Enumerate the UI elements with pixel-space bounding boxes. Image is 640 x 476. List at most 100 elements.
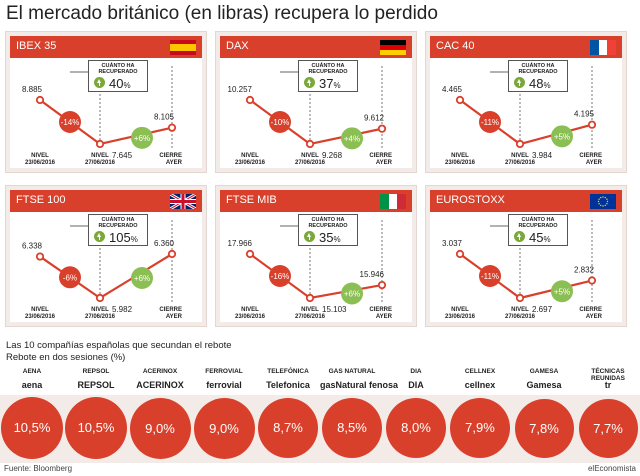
- recovered-label: CUÁNTO HA RECUPERADO: [308, 217, 348, 229]
- drop-label: -11%: [481, 272, 499, 281]
- index-panel: CAC 40 4.465 3.984 4.195 -11% +5% NIVEL 23/06/2…: [426, 32, 626, 172]
- companies-title: Las 10 compañías españolas que secundan …: [6, 340, 232, 351]
- up-arrow-icon: [94, 231, 105, 242]
- company-logo: ACERINOX: [136, 380, 184, 390]
- rise-bubble: [341, 127, 363, 150]
- panel-header: CAC 40: [430, 36, 622, 58]
- percent-sign: %: [543, 235, 551, 244]
- axis-label: CIERRE: [159, 153, 182, 159]
- rise-label: +6%: [134, 134, 150, 143]
- italy-flag-icon: [380, 194, 406, 209]
- recovered-box: CUÁNTO HA RECUPERADO 45%: [508, 214, 568, 246]
- recovered-box: CUÁNTO HA RECUPERADO 40%: [88, 60, 148, 92]
- company-logo: cellnex: [464, 380, 496, 390]
- recovered-box: CUÁNTO HA RECUPERADO 37%: [298, 60, 358, 92]
- value-label: 9.612: [364, 114, 385, 123]
- recovered-label: CUÁNTO HA RECUPERADO: [518, 217, 558, 229]
- data-point: [305, 139, 315, 149]
- rise-label: +6%: [344, 290, 360, 299]
- drop-bubble: [59, 111, 81, 133]
- recovered-value: 105%: [109, 230, 138, 245]
- data-point: [167, 123, 177, 132]
- drop-bubble: [269, 111, 291, 133]
- recovered-number: 105: [109, 230, 131, 245]
- percent-sign: %: [543, 81, 551, 90]
- drop-label: -10%: [271, 118, 290, 127]
- axis-label: NIVEL: [301, 153, 319, 159]
- axis-label: NIVEL: [91, 153, 109, 159]
- rise-bubble: [341, 282, 363, 305]
- index-panel: IBEX 35 8.885 7.645 8.105 -14% +6% NIVEL 23/06/…: [6, 32, 206, 172]
- rise-bubble: [551, 280, 573, 303]
- recovered-label: CUÁNTO HA RECUPERADO: [308, 63, 348, 75]
- value-label: 6.360: [154, 239, 175, 248]
- axis-label: 27/06/2016: [295, 160, 326, 166]
- axis-label: 23/06/2016: [25, 314, 56, 320]
- company-logo: gasNatural fenosa: [320, 380, 399, 390]
- value-label: 2.697: [532, 305, 553, 314]
- page-title: El mercado británico (en libras) recuper…: [6, 3, 438, 24]
- source: Fuente: Bloomberg: [4, 464, 73, 473]
- axis-label: AYER: [376, 160, 393, 166]
- company-name: ACERINOX: [142, 368, 178, 375]
- rebound-bubble: 8,7%: [258, 398, 318, 458]
- axis-label: CIERRE: [369, 153, 392, 159]
- data-point: [245, 95, 255, 105]
- index-name: CAC 40: [436, 40, 475, 52]
- rebound-bubble: 10,5%: [1, 397, 63, 459]
- value-label: 5.982: [112, 305, 133, 314]
- axis-label: NIVEL: [91, 307, 109, 313]
- index-name: FTSE MIB: [226, 194, 277, 206]
- recovered-value: 40%: [109, 76, 131, 91]
- index-panel: FTSE MIB 17.966 15.103 15.946 -16% +6% NIVEL 23…: [216, 186, 416, 326]
- panel-content: CAC 40 4.465 3.984 4.195 -11% +5% NIVEL 23/06/2…: [430, 36, 622, 168]
- index-line-chart: 4.4653.9844.195-11%+5%NIVEL23/06/2016NIV…: [442, 66, 603, 166]
- drop-label: -14%: [61, 118, 80, 127]
- rise-label: +5%: [554, 287, 570, 296]
- up-arrow-icon: [304, 231, 315, 242]
- recovered-number: 35: [319, 230, 334, 245]
- recovered-value: 48%: [529, 76, 551, 91]
- company-name: AENA: [22, 368, 42, 375]
- rise-bubble: [551, 125, 573, 148]
- recovered-box: CUÁNTO HA RECUPERADO 48%: [508, 60, 568, 92]
- rebound-bubble: 10,5%: [65, 397, 127, 459]
- drop-label: -11%: [481, 118, 499, 127]
- recovered-value: 45%: [529, 230, 551, 245]
- axis-label: CIERRE: [369, 307, 392, 313]
- company-logo: DIA: [408, 380, 424, 390]
- axis-label: NIVEL: [511, 307, 529, 313]
- uk-flag-icon: [169, 192, 197, 211]
- germany-flag-icon: [380, 40, 406, 55]
- panel-header: EUROSTOXX: [430, 190, 622, 212]
- value-label: 8.885: [22, 85, 43, 94]
- recovered-value: 35%: [319, 230, 341, 245]
- data-point: [515, 139, 525, 149]
- panel-content: DAX 10.257 9.268 9.612 -10% +4% NIVEL 23/06/201…: [220, 36, 412, 168]
- data-point: [95, 293, 105, 303]
- rebound-bubble: 8,5%: [322, 398, 382, 458]
- data-point: [455, 249, 465, 259]
- value-label: 4.195: [574, 110, 595, 119]
- index-panel: FTSE 100 6.338 5.982 6.360 -6% +6% NIVEL 23/06/…: [6, 186, 206, 326]
- company-name: GAS NATURAL: [328, 368, 376, 375]
- france-flag-icon: [590, 40, 616, 55]
- data-point: [377, 280, 387, 290]
- recovered-label: CUÁNTO HA RECUPERADO: [98, 63, 138, 75]
- panel-header: FTSE MIB: [220, 190, 412, 212]
- up-arrow-icon: [304, 77, 315, 88]
- data-point: [455, 95, 465, 105]
- up-arrow-icon: [514, 77, 525, 88]
- company-name: CELLNEX: [464, 368, 496, 375]
- rebound-bubble: 7,9%: [450, 398, 510, 458]
- percent-sign: %: [123, 81, 131, 90]
- recovered-label: CUÁNTO HA RECUPERADO: [98, 217, 138, 229]
- axis-label: NIVEL: [31, 307, 49, 313]
- drop-bubble: [479, 111, 501, 133]
- value-label: 8.105: [154, 113, 175, 122]
- value-label: 17.966: [228, 239, 253, 248]
- axis-label: 27/06/2016: [295, 314, 326, 320]
- value-label: 6.338: [22, 242, 43, 251]
- axis-label: 27/06/2016: [505, 314, 536, 320]
